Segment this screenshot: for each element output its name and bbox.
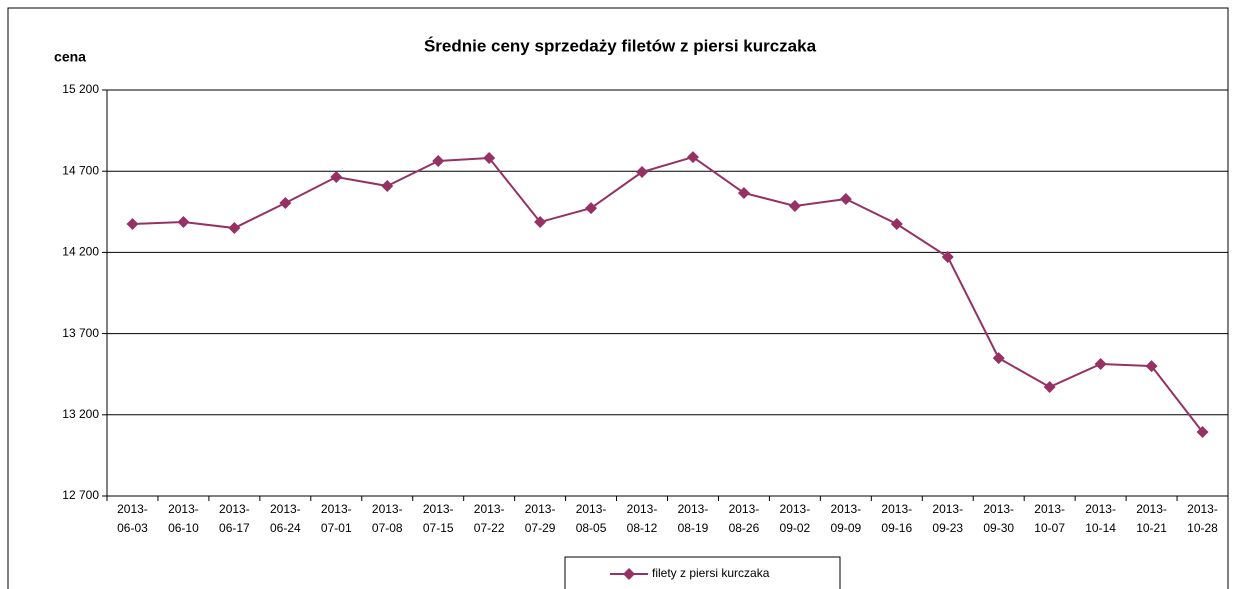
- x-tick-label: 2013-10-28: [1187, 502, 1218, 535]
- marker: [483, 152, 496, 165]
- y-tick-label: 14 200: [62, 245, 99, 259]
- y-tick-label: 13 700: [62, 326, 99, 340]
- x-tick-label: 2013-10-21: [1136, 502, 1167, 535]
- x-tick-label: 2013-07-15: [422, 502, 454, 535]
- x-tick-label: 2013-07-08: [371, 502, 403, 535]
- marker: [279, 197, 292, 210]
- x-tick-label: 2013-10-07: [1034, 502, 1065, 535]
- marker: [432, 154, 445, 167]
- y-tick-label: 12 700: [62, 488, 99, 502]
- marker: [1094, 357, 1107, 370]
- x-tick-label: 2013-08-05: [575, 502, 607, 535]
- marker: [1043, 381, 1056, 394]
- x-tick-label: 2013-09-23: [932, 502, 964, 535]
- y-tick-label: 14 700: [62, 163, 99, 177]
- chart-frame: [7, 7, 1229, 589]
- marker: [330, 171, 343, 184]
- x-tick-label: 2013-07-29: [524, 502, 556, 535]
- x-tick-label: 2013-06-17: [219, 502, 250, 535]
- x-tick-label: 2013-09-30: [983, 502, 1015, 535]
- marker: [126, 217, 139, 230]
- y-axis-title: cena: [54, 49, 86, 65]
- x-tick-label: 2013-06-24: [269, 502, 301, 535]
- x-tick-label: 2013-08-26: [728, 502, 760, 535]
- marker: [636, 166, 649, 179]
- x-tick-label: 2013-06-10: [168, 502, 199, 535]
- marker: [686, 151, 699, 164]
- marker: [992, 352, 1005, 365]
- marker: [1145, 360, 1158, 373]
- x-tick-label: 2013-10-14: [1085, 502, 1116, 535]
- marker: [788, 199, 801, 212]
- chart-title: Średnie ceny sprzedaży filetów z piersi …: [424, 36, 817, 55]
- marker: [534, 216, 547, 229]
- x-tick-label: 2013-06-03: [117, 502, 148, 535]
- y-tick-label: 13 200: [62, 407, 99, 421]
- y-tick-label: 15 200: [62, 82, 99, 96]
- x-tick-label: 2013-09-02: [779, 502, 811, 535]
- x-tick-label: 2013-07-01: [320, 502, 352, 535]
- marker: [890, 217, 903, 230]
- marker: [839, 192, 852, 205]
- x-tick-label: 2013-08-12: [626, 502, 658, 535]
- x-tick-label: 2013-07-22: [473, 502, 505, 535]
- x-tick-label: 2013-09-09: [830, 502, 862, 535]
- line: [132, 155, 1204, 433]
- x-tick-label: 2013-08-19: [677, 502, 709, 535]
- marker: [585, 202, 598, 215]
- marker: [737, 186, 750, 199]
- legend-label: filety z piersi kurczaka: [652, 566, 770, 580]
- x-tick-label: 2013-09-16: [881, 502, 913, 535]
- marker: [381, 179, 394, 192]
- marker: [1196, 426, 1209, 439]
- marker: [228, 222, 241, 235]
- marker: [177, 216, 190, 229]
- legend-marker: [623, 568, 635, 580]
- marker: [941, 250, 954, 263]
